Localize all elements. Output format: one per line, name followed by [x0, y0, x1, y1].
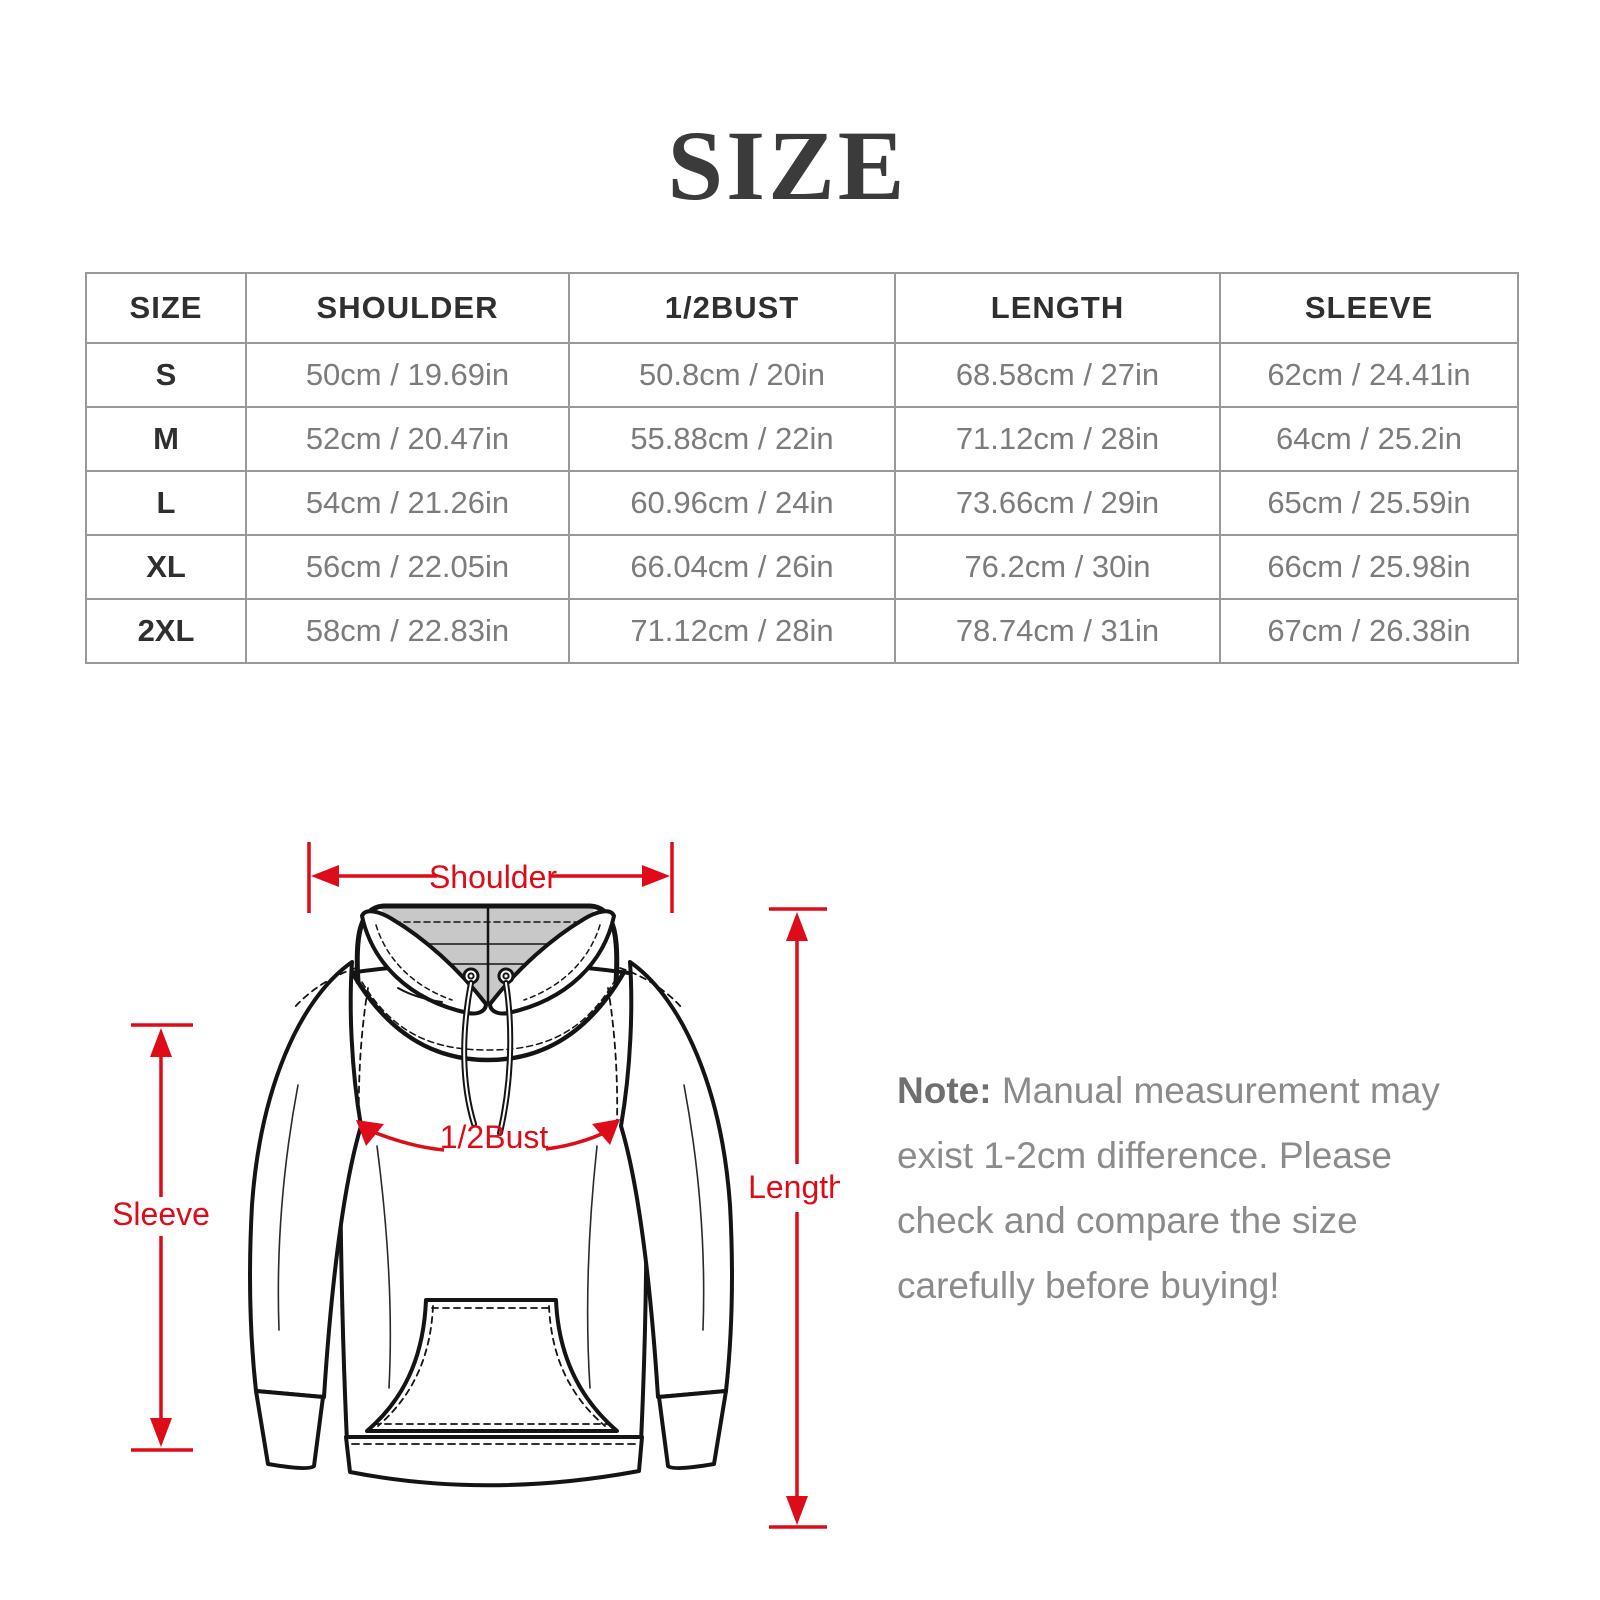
cell-halfbust: 50.8cm / 20in: [568, 342, 896, 408]
cell-halfbust: 71.12cm / 28in: [568, 598, 896, 664]
sleeve-label: Sleeve: [112, 1196, 210, 1232]
drawstrings: [461, 980, 514, 1136]
cell-length: 73.66cm / 29in: [894, 470, 1221, 536]
cell-sleeve: 62cm / 24.41in: [1219, 342, 1519, 408]
col-header-length: LENGTH: [894, 272, 1221, 344]
right-eyelet-hole: [502, 972, 510, 980]
pocket-stitch-right: [548, 1305, 606, 1427]
cell-size: M: [85, 406, 247, 472]
lapel-stitch-left: [375, 924, 453, 1001]
left-eyelet-hole: [467, 972, 475, 980]
collar-crease: [397, 987, 443, 1003]
pocket-stitch-left: [377, 1305, 434, 1427]
shoulder-stitch-lines: [293, 967, 683, 1123]
cell-shoulder: 54cm / 21.26in: [245, 470, 570, 536]
table-row: 2XL 58cm / 22.83in 71.12cm / 28in 78.74c…: [85, 598, 1519, 664]
cell-length: 71.12cm / 28in: [894, 406, 1221, 472]
cell-size: L: [85, 470, 247, 536]
cell-sleeve: 67cm / 26.38in: [1219, 598, 1519, 664]
cell-shoulder: 58cm / 22.83in: [245, 598, 570, 664]
hoodie-left-cuff: [254, 1389, 325, 1471]
table-row: S 50cm / 19.69in 50.8cm / 20in 68.58cm /…: [85, 342, 1519, 408]
cell-sleeve: 65cm / 25.59in: [1219, 470, 1519, 536]
col-header-size: SIZE: [85, 272, 247, 344]
table-header-row: SIZE SHOULDER 1/2BUST LENGTH SLEEVE: [85, 272, 1519, 344]
cell-size: XL: [85, 534, 247, 600]
cell-sleeve: 66cm / 25.98in: [1219, 534, 1519, 600]
collar-neckline: [349, 969, 627, 1063]
size-table: SIZE SHOULDER 1/2BUST LENGTH SLEEVE S 50…: [85, 272, 1519, 664]
cell-length: 78.74cm / 31in: [894, 598, 1221, 664]
note-label: Note:: [897, 1070, 992, 1111]
hoodie-drawing: [247, 903, 735, 1488]
hood-right-lapel: [488, 909, 616, 1016]
measurement-note: Note: Manual measurement may exist 1-2cm…: [897, 1058, 1487, 1318]
sleeve-measure: Sleeve: [112, 1023, 210, 1452]
hoodie-hem-band: [344, 1435, 644, 1488]
fabric-crease-lines: [277, 1084, 705, 1389]
measurement-annotations: Shoulder Length Sleeve: [112, 842, 840, 1529]
cell-length: 68.58cm / 27in: [894, 342, 1221, 408]
note-text: Manual measurement may exist 1-2cm diffe…: [897, 1070, 1440, 1306]
col-header-halfbust: 1/2BUST: [568, 272, 896, 344]
col-header-shoulder: SHOULDER: [245, 272, 570, 344]
table-row: XL 56cm / 22.05in 66.04cm / 26in 76.2cm …: [85, 534, 1519, 600]
collar-stitch: [361, 981, 615, 1051]
half-bust-label: 1/2Bust: [440, 1119, 549, 1155]
shoulder-label: Shoulder: [429, 859, 557, 895]
length-measure: Length: [748, 907, 840, 1529]
cell-sleeve: 64cm / 25.2in: [1219, 406, 1519, 472]
cell-halfbust: 66.04cm / 26in: [568, 534, 896, 600]
col-header-sleeve: SLEEVE: [1219, 272, 1519, 344]
hood-outline: [354, 903, 620, 985]
cell-shoulder: 52cm / 20.47in: [245, 406, 570, 472]
table-row: L 54cm / 21.26in 60.96cm / 24in 73.66cm …: [85, 470, 1519, 536]
half-bust-measure: 1/2Bust: [356, 1119, 620, 1155]
cell-shoulder: 50cm / 19.69in: [245, 342, 570, 408]
page-title: SIZE: [667, 110, 908, 221]
shoulder-measure: Shoulder: [307, 842, 674, 913]
cell-halfbust: 60.96cm / 24in: [568, 470, 896, 536]
hood-left-lapel: [360, 909, 488, 1016]
cell-size: 2XL: [85, 598, 247, 664]
lapel-stitch-right: [523, 924, 601, 1001]
cell-shoulder: 56cm / 22.05in: [245, 534, 570, 600]
table-row: M 52cm / 20.47in 55.88cm / 22in 71.12cm …: [85, 406, 1519, 472]
cell-length: 76.2cm / 30in: [894, 534, 1221, 600]
cell-size: S: [85, 342, 247, 408]
cell-halfbust: 55.88cm / 22in: [568, 406, 896, 472]
hoodie-right-cuff: [657, 1389, 728, 1471]
hoodie-measurement-diagram: Shoulder Length Sleeve: [112, 842, 840, 1529]
length-label: Length: [748, 1169, 840, 1205]
